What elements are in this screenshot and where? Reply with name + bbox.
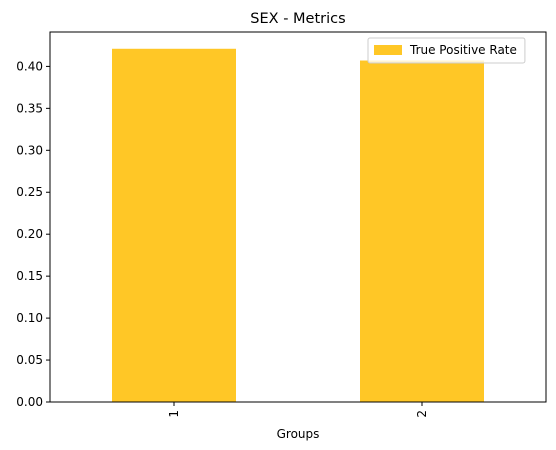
plot-frame <box>49 31 547 403</box>
y-tick-label: 0.35 <box>16 101 43 115</box>
x-tick-label-1: 1 <box>167 410 181 418</box>
y-tick-label: 0.00 <box>16 395 43 409</box>
bar-1 <box>112 48 236 403</box>
legend: True Positive Rate <box>367 37 526 64</box>
y-axis: 0.00 0.05 0.10 0.15 0.20 0.25 0.30 0.35 0.40 <box>16 59 50 409</box>
chart-title: SEX - Metrics <box>250 11 345 27</box>
y-tick-label: 0.30 <box>16 143 43 157</box>
y-tick-label: 0.40 <box>16 59 43 73</box>
y-tick-label: 0.15 <box>16 269 43 283</box>
y-tick-label: 0.10 <box>16 311 43 325</box>
bar-2 <box>360 60 484 403</box>
x-axis-label: Groups <box>277 427 320 441</box>
y-tick-label: 0.05 <box>16 353 43 367</box>
legend-label: True Positive Rate <box>409 43 517 57</box>
legend-box <box>367 37 526 64</box>
bars-group <box>112 48 484 403</box>
legend-swatch <box>374 45 402 55</box>
y-tick-label: 0.25 <box>16 185 43 199</box>
x-tick-label-2: 2 <box>415 410 429 418</box>
y-tick-label: 0.20 <box>16 227 43 241</box>
